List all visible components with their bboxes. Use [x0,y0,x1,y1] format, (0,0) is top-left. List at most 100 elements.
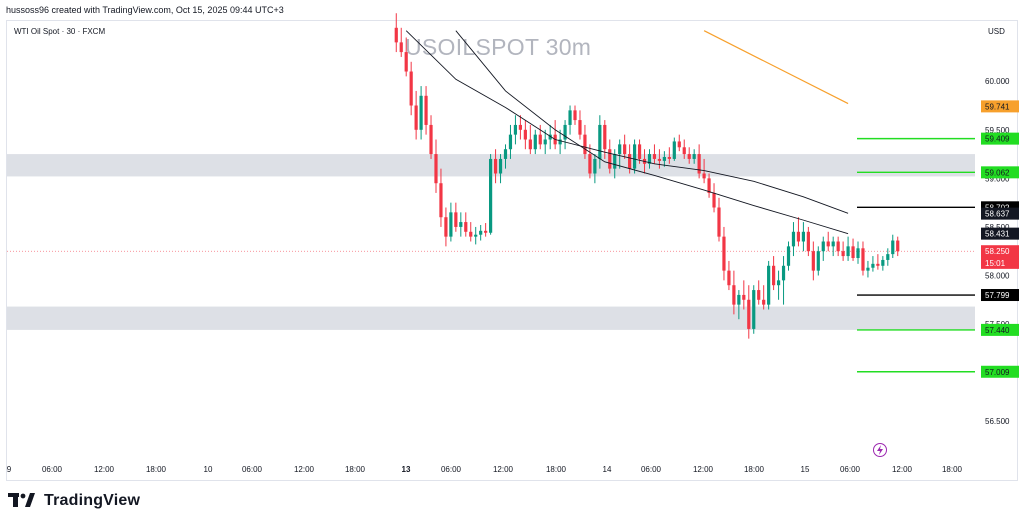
candle-body[interactable] [776,280,781,286]
candle-body[interactable] [801,231,805,242]
candle-body[interactable] [826,241,830,247]
candle-body[interactable] [593,158,597,174]
candle-body[interactable] [891,240,895,255]
candle-body[interactable] [692,154,696,159]
candle-body[interactable] [717,207,721,237]
candle-body[interactable] [662,156,666,161]
candle-body[interactable] [796,231,801,242]
candle-body[interactable] [811,251,815,271]
candle-body[interactable] [598,124,602,159]
candle-body[interactable] [434,154,438,184]
candle-body[interactable] [628,154,632,169]
candle-body[interactable] [871,263,875,268]
candle-body[interactable] [563,124,567,140]
candle-body[interactable] [439,183,443,218]
lightning-icon[interactable] [873,443,887,457]
candle-body[interactable] [657,158,662,161]
symbol-label[interactable]: WTI Oil Spot · 30 · FXCM [14,27,106,36]
candle-body[interactable] [583,134,587,155]
candle-body[interactable] [742,294,746,300]
candle-body[interactable] [498,158,503,174]
candle-body[interactable] [459,222,463,227]
candle-body[interactable] [508,134,513,150]
candle-body[interactable] [836,241,840,252]
candle-body[interactable] [409,71,413,106]
candle-body[interactable] [513,124,518,135]
candle-body[interactable] [866,267,870,271]
candle-body[interactable] [816,251,820,271]
candle-body[interactable] [786,246,791,266]
candle-body[interactable] [757,290,761,300]
candle-body[interactable] [419,95,423,130]
candle-body[interactable] [538,134,542,145]
candle-body[interactable] [697,154,701,174]
currency-label[interactable]: USD [988,27,1005,36]
candle-body[interactable] [712,192,716,208]
candle-body[interactable] [444,217,448,237]
candle-body[interactable] [484,230,488,233]
candle-body[interactable] [876,263,880,266]
candle-body[interactable] [608,149,612,169]
candle-body[interactable] [394,27,398,43]
candle-body[interactable] [896,240,900,252]
candle-body[interactable] [682,147,686,155]
candle-body[interactable] [424,95,428,125]
candle-body[interactable] [732,285,736,305]
candle-body[interactable] [667,156,671,159]
candle-body[interactable] [821,241,825,252]
candle-body[interactable] [449,212,453,237]
candle-body[interactable] [772,265,776,286]
candle-body[interactable] [613,154,617,169]
candle-body[interactable] [652,154,657,159]
candle-body[interactable] [806,231,810,252]
price-chart[interactable]: 56.50057.00057.50058.00058.50059.00059.5… [0,0,1024,490]
candle-body[interactable] [573,110,577,121]
candle-body[interactable] [548,134,552,140]
candle-body[interactable] [469,231,473,237]
candle-body[interactable] [831,241,835,247]
candle-body[interactable] [881,259,885,266]
candle-body[interactable] [558,139,562,145]
candle-body[interactable] [568,110,572,125]
candle-body[interactable] [752,290,756,329]
candle-body[interactable] [479,230,483,235]
candle-body[interactable] [623,144,627,155]
candle-body[interactable] [414,105,418,130]
candle-body[interactable] [647,154,652,164]
candle-body[interactable] [429,124,433,155]
candle-body[interactable] [781,265,786,281]
candle-body[interactable] [702,173,706,179]
candle-body[interactable] [399,42,403,53]
candle-body[interactable] [533,134,537,150]
candle-body[interactable] [767,265,771,305]
candle-body[interactable] [603,124,607,150]
candle-body[interactable] [727,270,731,286]
candle-body[interactable] [707,178,711,193]
trend-line[interactable] [703,30,849,105]
candle-body[interactable] [861,248,865,271]
candle-body[interactable] [637,144,642,159]
candle-body[interactable] [528,139,532,150]
candle-body[interactable] [747,299,751,329]
candle-body[interactable] [886,254,890,260]
candle-body[interactable] [672,141,676,159]
candle-body[interactable] [618,144,622,155]
candle-body[interactable] [503,149,508,159]
candle-body[interactable] [762,299,766,305]
candle-body[interactable] [851,246,855,259]
candle-body[interactable] [543,139,547,145]
candle-body[interactable] [632,144,637,169]
candle-body[interactable] [846,246,850,257]
candle-body[interactable] [677,141,681,148]
candle-body[interactable] [474,234,478,237]
candle-body[interactable] [404,52,408,72]
candle-body[interactable] [493,158,498,174]
candle-body[interactable] [687,154,691,159]
candle-body[interactable] [578,120,582,135]
candle-body[interactable] [841,251,845,257]
candle-body[interactable] [791,231,796,247]
candle-body[interactable] [518,124,522,130]
candle-body[interactable] [856,248,860,259]
candle-body[interactable] [722,236,726,271]
candle-body[interactable] [454,212,458,227]
